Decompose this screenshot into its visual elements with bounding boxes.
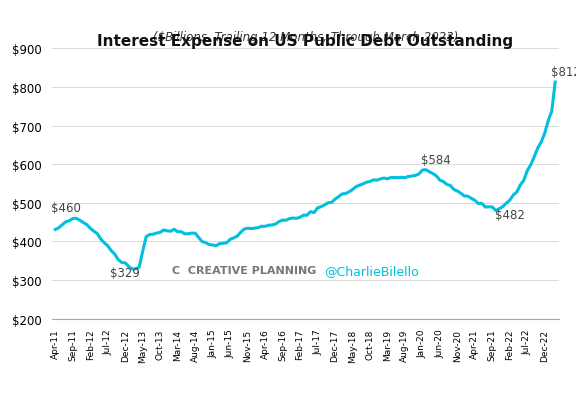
Text: $482: $482 [495, 208, 525, 221]
Text: C  CREATIVE PLANNING: C CREATIVE PLANNING [172, 265, 317, 275]
Title: Interest Expense on US Public Debt Outstanding: Interest Expense on US Public Debt Outst… [97, 34, 513, 49]
Text: $329: $329 [111, 266, 140, 279]
Text: ($Billions, Trailing 12 Months, Through March 2023): ($Billions, Trailing 12 Months, Through … [153, 31, 458, 44]
Text: @CharlieBilello: @CharlieBilello [324, 264, 419, 277]
Text: $584: $584 [422, 154, 451, 167]
Text: $460: $460 [51, 202, 81, 215]
Text: $812: $812 [551, 66, 576, 79]
